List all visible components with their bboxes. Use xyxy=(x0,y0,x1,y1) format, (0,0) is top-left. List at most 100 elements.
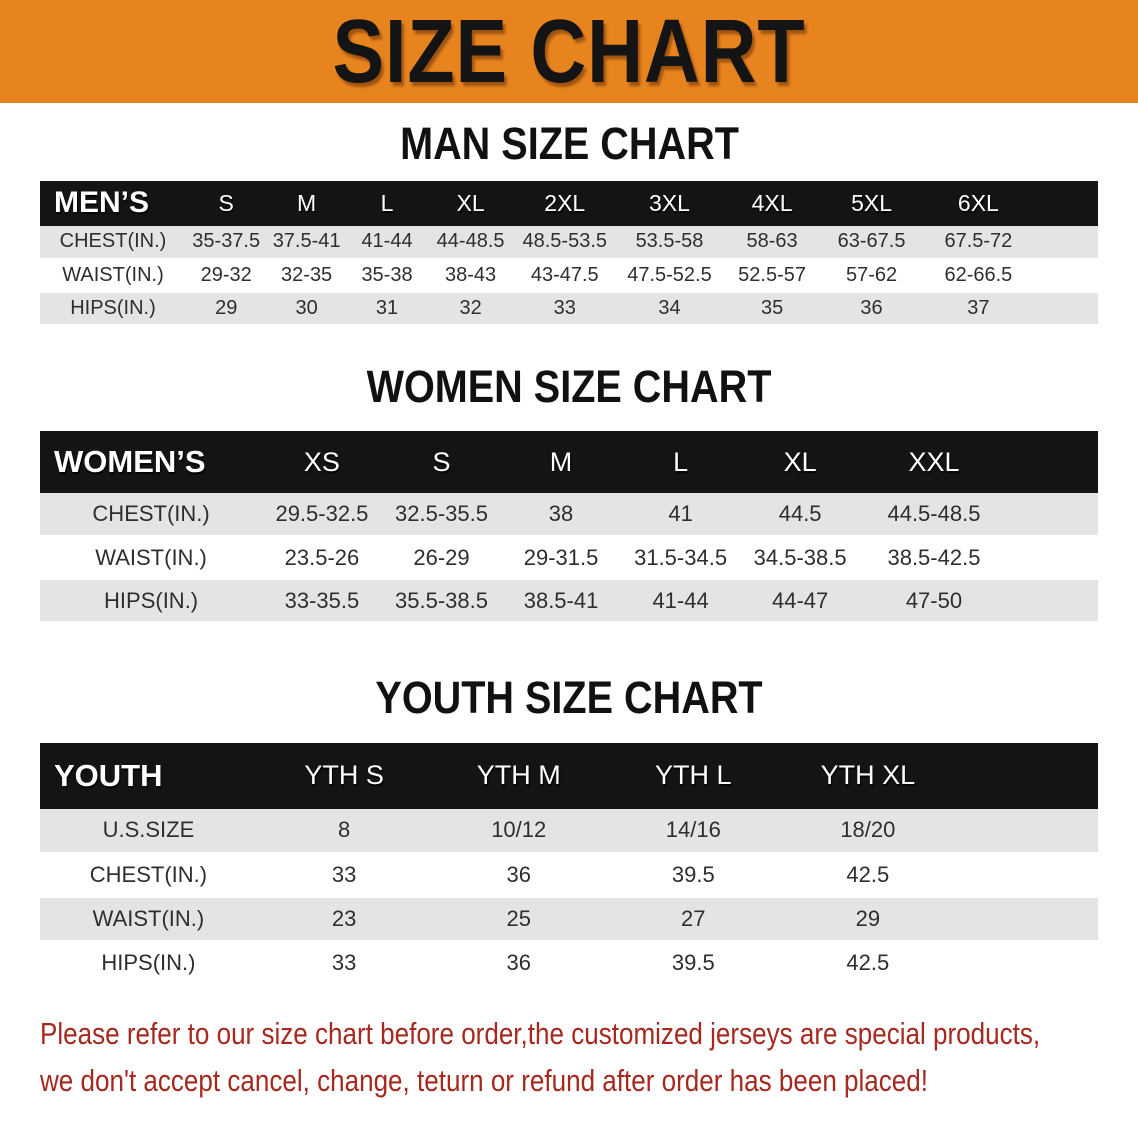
value-cell: 29-31.5 xyxy=(523,544,599,570)
size-column-header: L xyxy=(673,446,689,477)
women-header-row: WOMEN’S XS S M L XL XXL xyxy=(40,431,1098,493)
header-filler-cell xyxy=(1034,181,1098,226)
refund-policy-note: Please refer to our size chart before or… xyxy=(0,1010,1138,1104)
banner-title: SIZE CHART xyxy=(332,1,806,102)
value-cell: 34.5-38.5 xyxy=(753,544,847,570)
value-cell: 62-66.5 xyxy=(944,263,1013,286)
value-cell: 38.5-41 xyxy=(523,587,599,613)
value-cell: 57-62 xyxy=(845,263,898,286)
value-cell: 44-48.5 xyxy=(436,230,505,252)
men-table-label: MEN’S xyxy=(54,186,150,219)
youth-size-table: YOUTH YTH S YTH M YTH L YTH XL U.S.SIZE 8 10/12… xyxy=(40,742,1098,986)
size-column-header: M xyxy=(549,446,573,477)
measurement-row: HIPS(IN.) 33 36 39.5 42.5 xyxy=(40,940,1098,985)
men-size-chart-title-text: MAN SIZE CHART xyxy=(399,118,739,169)
value-cell: 25 xyxy=(506,905,531,931)
row-filler-cell xyxy=(1008,536,1098,579)
value-cell: 10/12 xyxy=(491,817,547,842)
measurement-row: CHEST(IN.) 29.5-32.5 32.5-35.5 38 41 44.5 44.5… xyxy=(40,493,1098,536)
row-label: CHEST(IN.) xyxy=(89,861,208,887)
youth-size-chart-title-text: YOUTH SIZE CHART xyxy=(375,672,763,723)
value-cell: 38.5-42.5 xyxy=(887,544,981,570)
value-cell: 23 xyxy=(331,905,357,931)
value-cell: 39.5 xyxy=(671,949,715,975)
value-cell: 29.5-32.5 xyxy=(275,501,369,526)
measurement-row: HIPS(IN.) 29 30 31 32 33 34 35 36 37 xyxy=(40,291,1098,325)
size-column-header: YTH M xyxy=(476,760,561,790)
size-column-header: L xyxy=(380,189,394,216)
size-column-header: 4XL xyxy=(751,189,793,216)
size-column-header: YTH XL xyxy=(820,760,916,790)
row-label: HIPS(IN.) xyxy=(104,587,199,613)
value-cell: 35.5-38.5 xyxy=(395,587,488,613)
row-label: WAIST(IN.) xyxy=(92,905,205,931)
youth-table-label: YOUTH xyxy=(54,757,163,793)
size-column-header: S xyxy=(218,189,234,216)
size-column-header: 3XL xyxy=(649,189,690,216)
value-cell: 47.5-52.5 xyxy=(627,263,712,286)
size-column-header: 6XL xyxy=(957,189,999,216)
size-column-header: XXL xyxy=(908,446,960,477)
value-cell: 35-38 xyxy=(361,263,413,286)
women-size-table: WOMEN’S XS S M L XL XXL CHEST(IN.) 29.5-32.5 32.5… xyxy=(40,431,1098,623)
policy-note-line-1: Please refer to our size chart before or… xyxy=(40,1015,1041,1051)
value-cell: 36 xyxy=(506,861,531,887)
header-filler-cell xyxy=(955,743,1098,809)
size-column-header: YTH S xyxy=(304,760,384,790)
size-column-header: 5XL xyxy=(851,189,893,216)
size-chart-banner: SIZE CHART xyxy=(0,0,1138,103)
value-cell: 32 xyxy=(459,296,482,319)
measurement-row: CHEST(IN.) 35-37.5 37.5-41 41-44 44-48.5 48.5… xyxy=(40,225,1098,259)
size-column-header: XL xyxy=(456,189,485,216)
policy-note-line-2: we don't accept cancel, change, teturn o… xyxy=(40,1062,929,1098)
value-cell: 14/16 xyxy=(665,817,721,842)
value-cell: 58-63 xyxy=(746,230,798,252)
men-size-table: MEN’S S M L XL 2XL 3XL 4XL 5XL 6XL CHEST(IN.) 35-37… xyxy=(40,180,1098,326)
value-cell: 41-44 xyxy=(361,230,413,252)
row-label: HIPS(IN.) xyxy=(70,296,156,319)
value-cell: 47-50 xyxy=(905,587,963,613)
value-cell: 29-32 xyxy=(200,263,252,286)
row-filler-cell xyxy=(955,853,1098,897)
value-cell: 31 xyxy=(375,296,399,319)
size-column-header: XL xyxy=(783,446,817,477)
row-label: CHEST(IN.) xyxy=(92,501,210,526)
value-cell: 53.5-58 xyxy=(635,230,704,252)
value-cell: 48.5-53.5 xyxy=(522,230,607,252)
value-cell: 29 xyxy=(855,905,881,931)
row-label: CHEST(IN.) xyxy=(59,230,167,252)
value-cell: 33 xyxy=(331,861,357,887)
value-cell: 33 xyxy=(553,296,576,319)
row-label: WAIST(IN.) xyxy=(95,544,207,570)
value-cell: 32-35 xyxy=(281,263,333,286)
men-header-row: MEN’S S M L XL 2XL 3XL 4XL 5XL 6XL xyxy=(40,180,1098,226)
value-cell: 35 xyxy=(760,296,784,319)
value-cell: 30 xyxy=(295,296,318,319)
value-cell: 23.5-26 xyxy=(284,544,360,570)
value-cell: 41-44 xyxy=(652,587,709,613)
measurement-row: WAIST(IN.) 23.5-26 26-29 29-31.5 31.5-34.5 34… xyxy=(40,536,1098,579)
value-cell: 26-29 xyxy=(413,544,470,570)
value-cell: 34 xyxy=(658,296,681,319)
value-cell: 41 xyxy=(668,501,693,526)
row-filler-cell xyxy=(955,941,1098,985)
value-cell: 31.5-34.5 xyxy=(634,544,728,570)
row-filler-cell xyxy=(1034,226,1098,259)
value-cell: 44.5 xyxy=(778,501,822,526)
value-cell: 36 xyxy=(860,296,883,319)
row-filler-cell xyxy=(1034,292,1098,325)
value-cell: 35-37.5 xyxy=(192,230,261,252)
value-cell: 8 xyxy=(338,817,351,842)
value-cell: 37.5-41 xyxy=(272,230,341,252)
row-filler-cell xyxy=(1008,493,1098,536)
header-filler-cell xyxy=(1008,431,1098,493)
value-cell: 67.5-72 xyxy=(944,230,1013,252)
size-column-header: S xyxy=(432,446,451,477)
row-label: WAIST(IN.) xyxy=(62,263,164,286)
value-cell: 37 xyxy=(967,296,990,319)
measurement-row: HIPS(IN.) 33-35.5 35.5-38.5 38.5-41 41-44 44-… xyxy=(40,579,1098,622)
women-size-chart-title: WOMEN SIZE CHART xyxy=(40,360,1098,412)
women-size-chart-title-text: WOMEN SIZE CHART xyxy=(366,360,772,412)
sections-container: MAN SIZE CHART MEN’S S M L XL 2XL 3XL 4XL 5XL 6XL C… xyxy=(0,119,1138,986)
size-column-header: M xyxy=(297,189,317,216)
